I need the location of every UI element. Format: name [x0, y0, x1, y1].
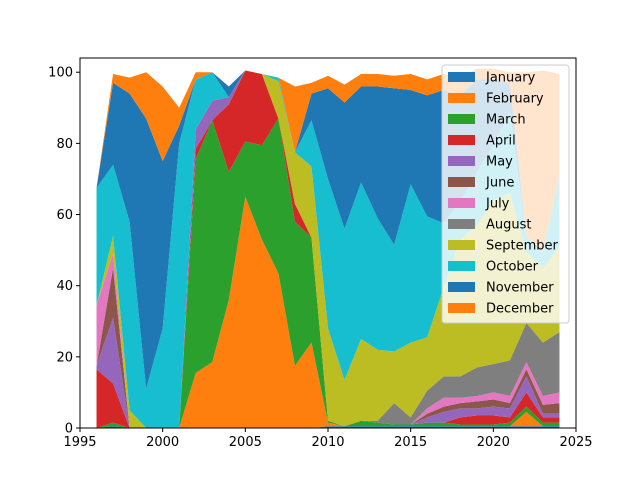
- y-tick-label: 40: [56, 279, 73, 294]
- legend-box: [441, 64, 570, 324]
- y-tick-label: 60: [56, 208, 73, 223]
- legend-swatch-may: [448, 156, 475, 166]
- legend-label-april: April: [486, 134, 516, 149]
- legend-label-november: November: [486, 281, 554, 296]
- legend-swatch-april: [448, 135, 475, 145]
- legend-swatch-september: [448, 240, 475, 250]
- legend-swatch-february: [448, 93, 475, 103]
- legend-label-february: February: [486, 92, 544, 107]
- legend-label-june: June: [485, 176, 514, 191]
- legend-label-october: October: [486, 260, 539, 275]
- legend-swatch-july: [448, 198, 475, 208]
- legend-swatch-november: [448, 282, 475, 292]
- legend-label-march: March: [486, 113, 526, 128]
- area-march: [96, 118, 560, 428]
- area-may: [96, 70, 560, 428]
- area-july: [96, 70, 560, 428]
- x-tick-label: 2010: [311, 435, 344, 450]
- area-february: [96, 196, 560, 428]
- x-tick-label: 2000: [146, 435, 179, 450]
- legend-swatch-june: [448, 177, 475, 187]
- x-tick-label: 2020: [477, 435, 510, 450]
- legend-label-january: January: [485, 71, 536, 86]
- legend-swatch-december: [448, 303, 475, 313]
- legend-swatch-march: [448, 114, 475, 124]
- legend-label-may: May: [486, 155, 513, 170]
- x-axis-ticks: 1995 2000 2005 2010 2015 2020 2025: [63, 428, 593, 450]
- x-tick-label: 1995: [63, 435, 96, 450]
- legend-label-december: December: [486, 302, 554, 317]
- legend-label-september: September: [486, 239, 559, 254]
- legend-swatch-october: [448, 261, 475, 271]
- legend-label-july: July: [485, 197, 510, 212]
- x-tick-label: 2025: [559, 435, 592, 450]
- legend-swatch-january: [448, 72, 475, 82]
- y-tick-label: 0: [65, 422, 73, 437]
- area-october: [96, 70, 560, 428]
- y-tick-label: 80: [56, 137, 73, 152]
- y-axis-ticks: 0 20 40 60 80 100: [48, 66, 80, 437]
- x-tick-label: 2015: [394, 435, 427, 450]
- legend: January February March April May June July Augu…: [441, 64, 570, 324]
- y-tick-label: 100: [48, 66, 73, 81]
- x-tick-label: 2005: [229, 435, 262, 450]
- legend-swatch-august: [448, 219, 475, 229]
- legend-label-august: August: [486, 218, 532, 233]
- area-september: [96, 70, 560, 428]
- y-tick-label: 20: [56, 350, 73, 365]
